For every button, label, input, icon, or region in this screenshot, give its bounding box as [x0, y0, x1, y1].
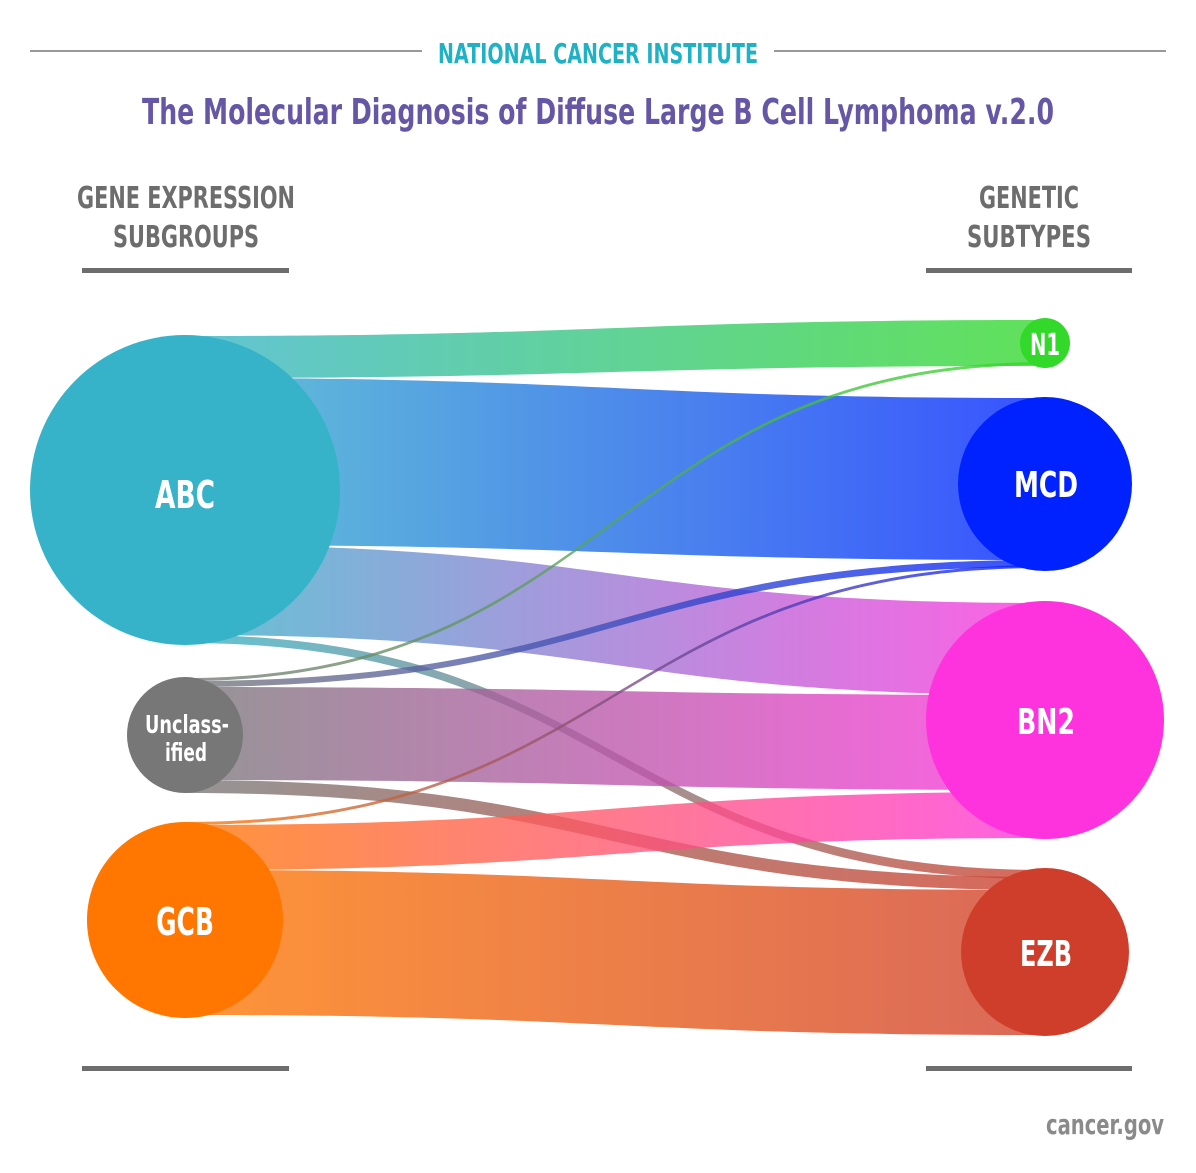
node-gcb-circle — [87, 822, 283, 1018]
node-mcd: MCD — [958, 397, 1132, 571]
link-gcb-bn2 — [185, 792, 1045, 870]
left-heading-line2: SUBGROUPS — [113, 220, 259, 255]
right-top-rule — [926, 268, 1132, 273]
link-gcb-mcd — [185, 565, 1045, 825]
left-top-rule — [82, 268, 289, 273]
node-gcb-label: GCB — [156, 900, 214, 944]
left-heading-line1: GENE EXPRESSION — [77, 181, 295, 216]
right-heading-line2: SUBTYPES — [967, 220, 1091, 255]
right-heading-line1: GENETIC — [979, 181, 1079, 216]
right-bottom-rule — [926, 1066, 1132, 1071]
links — [185, 320, 1045, 1035]
link-abc-mcd — [185, 378, 1045, 560]
node-ezb-label: EZB — [1020, 934, 1072, 975]
link-abc-n1 — [185, 320, 1045, 378]
left-bottom-rule — [82, 1066, 289, 1071]
node-n1-circle — [1020, 318, 1070, 368]
node-mcd-label: MCD — [1014, 465, 1078, 506]
node-abc-circle — [30, 335, 340, 645]
node-ezb: EZB — [961, 868, 1129, 1036]
node-n1: N1 — [1020, 318, 1070, 368]
link-unclassified-n1 — [185, 362, 1045, 681]
node-unclassified: Unclass- ified — [127, 677, 243, 793]
link-unclassified-mcd — [185, 560, 1045, 687]
link-abc-bn2 — [185, 545, 1045, 695]
node-unclassified-circle — [127, 677, 243, 793]
link-unclassified-bn2 — [185, 687, 1045, 790]
node-bn2: BN2 — [926, 601, 1164, 839]
node-abc: ABC — [30, 335, 340, 645]
node-unclassified-label-2: ified — [165, 738, 207, 767]
node-ezb-circle — [961, 868, 1129, 1036]
source-credit: cancer.gov — [1046, 1108, 1164, 1141]
node-mcd-circle — [958, 397, 1132, 571]
page-title: The Molecular Diagnosis of Diffuse Large… — [142, 92, 1054, 133]
link-gcb-ezb — [185, 870, 1045, 1035]
org-name: NATIONAL CANCER INSTITUTE — [438, 37, 758, 70]
node-unclassified-label-1: Unclass- — [145, 710, 229, 739]
node-bn2-label: BN2 — [1017, 702, 1075, 743]
node-gcb: GCB — [87, 822, 283, 1018]
node-abc-label: ABC — [155, 473, 215, 517]
node-n1-label: N1 — [1030, 328, 1060, 363]
node-bn2-circle — [926, 601, 1164, 839]
